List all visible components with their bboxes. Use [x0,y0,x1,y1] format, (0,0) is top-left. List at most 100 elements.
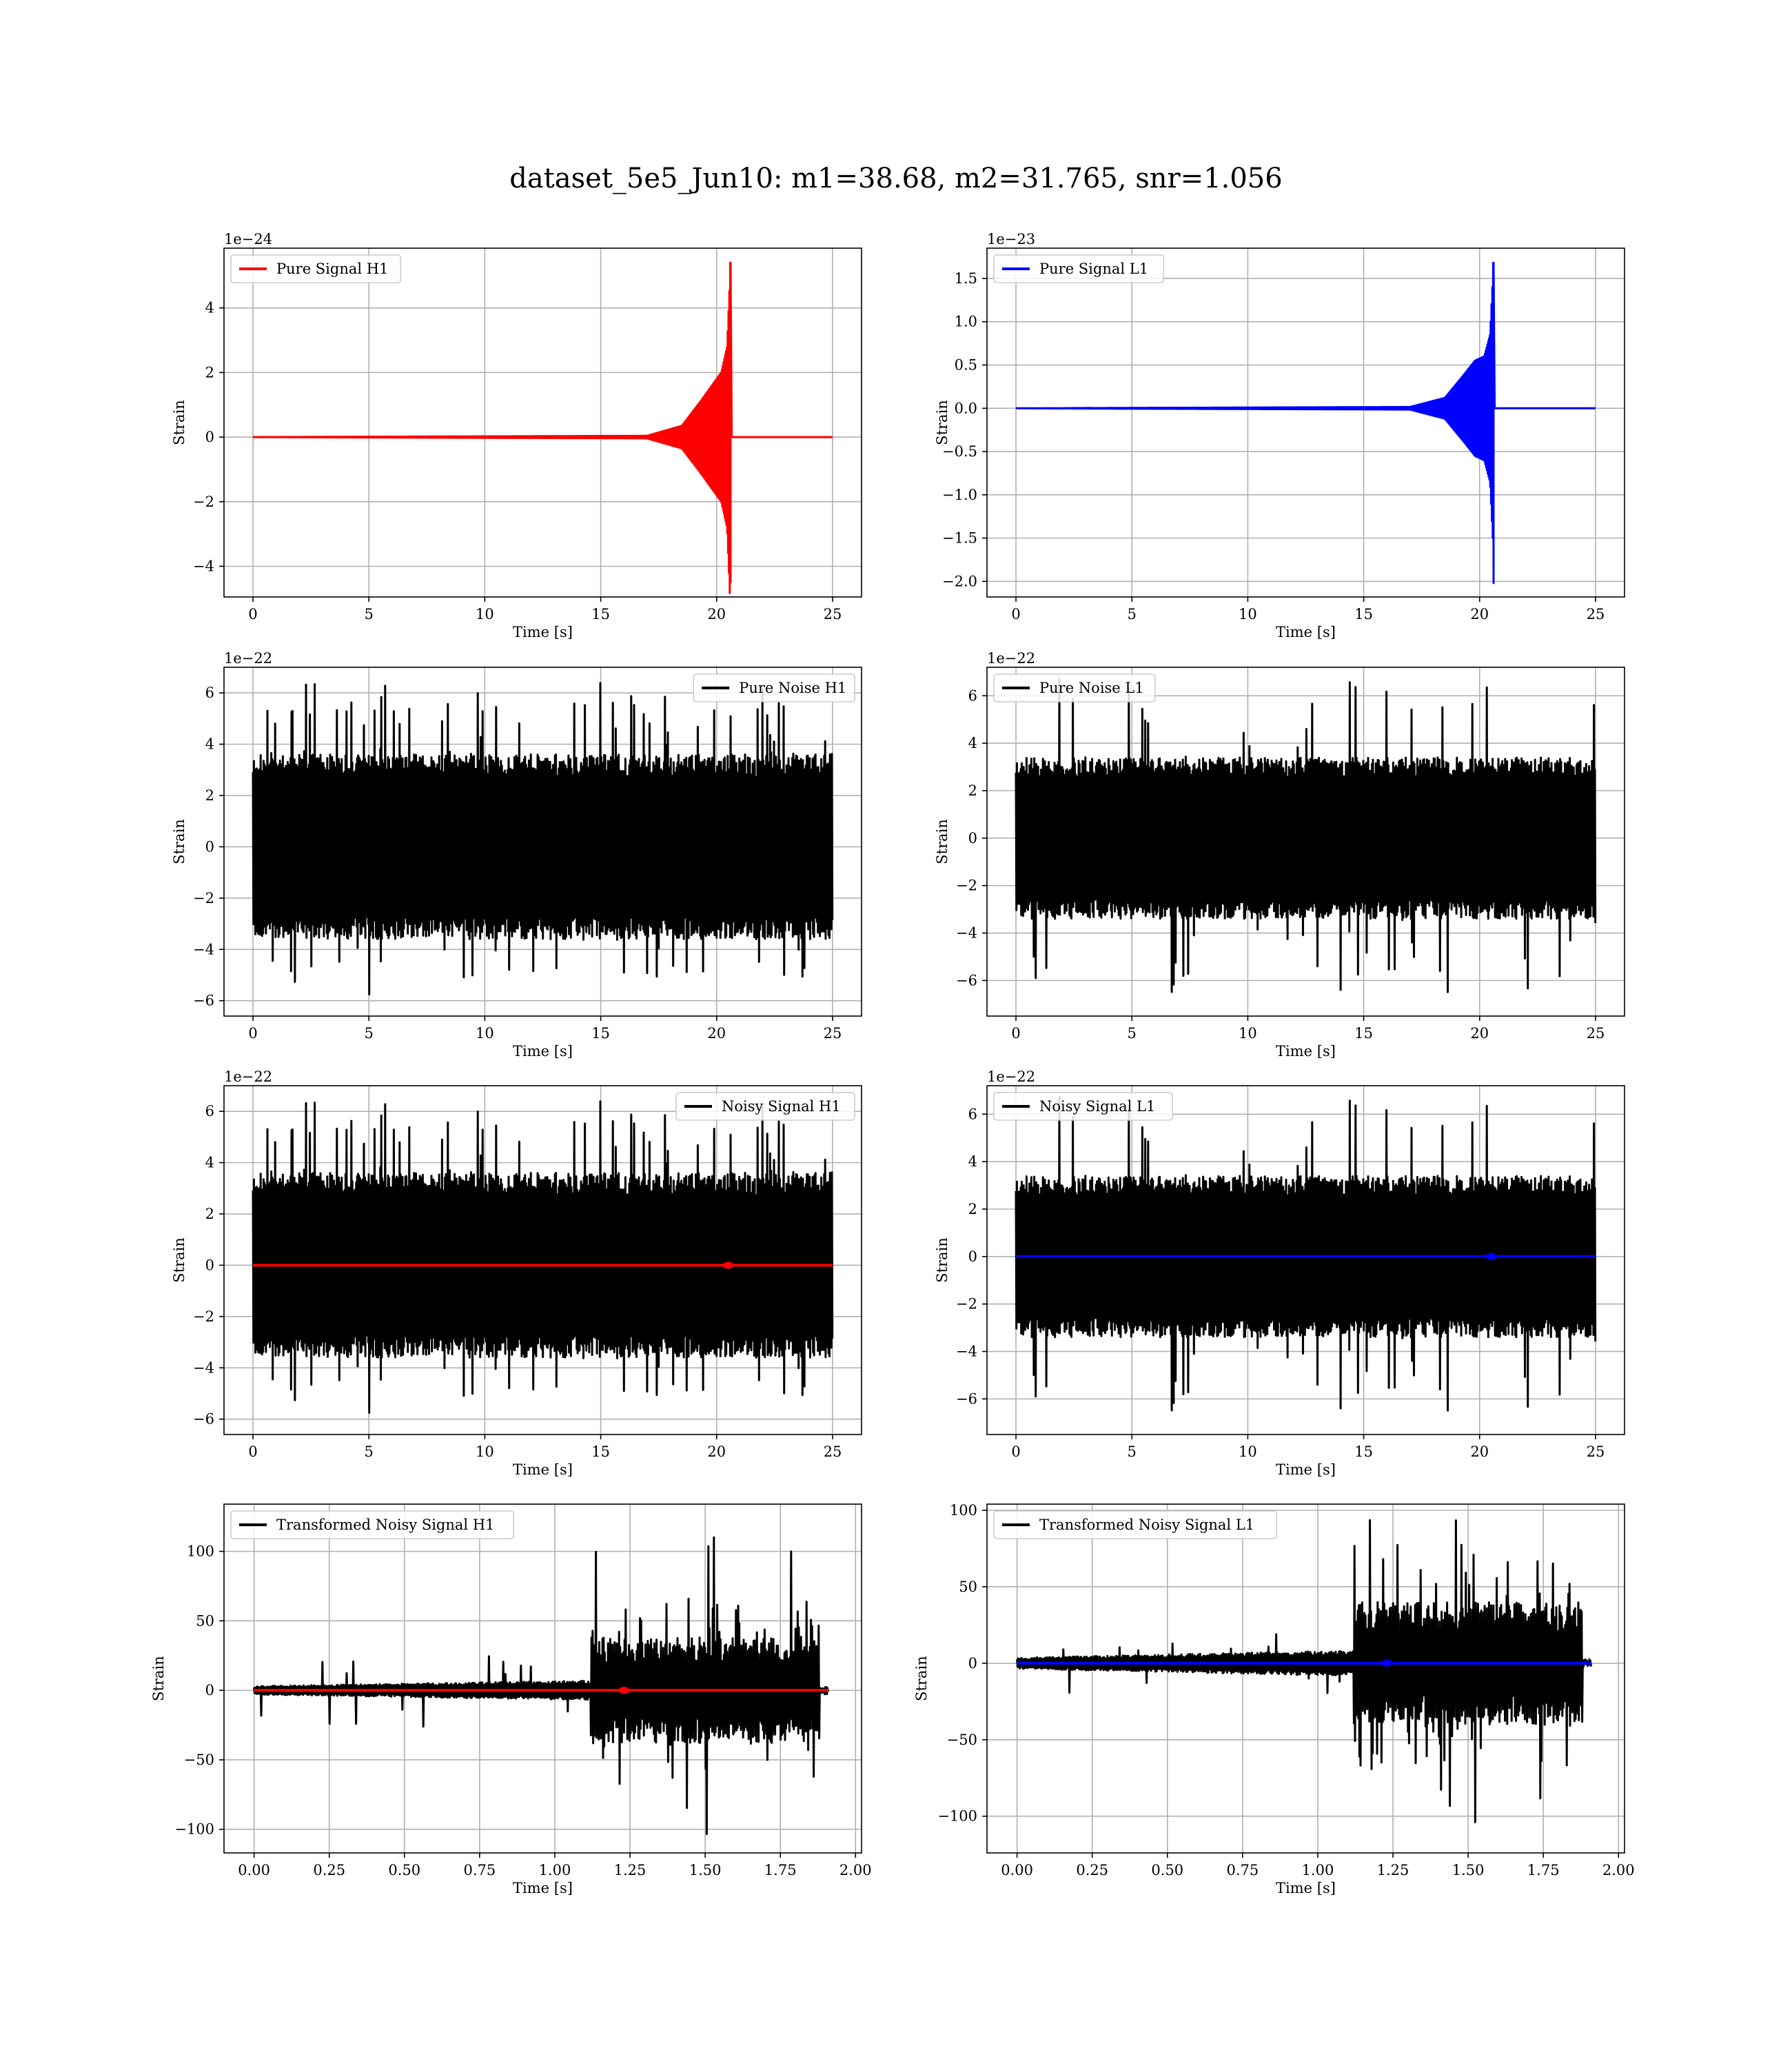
axis-offset-text: 1e−22 [987,1068,1035,1085]
x-tick-label: 1.25 [614,1862,646,1878]
x-tick-label: 25 [1587,606,1605,622]
legend: Pure Signal L1 [993,254,1165,283]
legend-box [693,673,855,702]
plot-area [1015,261,1596,585]
y-tick-label: 4 [968,1153,977,1170]
y-tick-label: 6 [205,1103,214,1119]
axes-frame [986,247,1625,598]
y-tick-label: 2 [205,364,214,381]
x-tick-label: 0.25 [1076,1862,1108,1878]
series-marker [618,1687,630,1694]
y-tick-label: 2 [205,787,214,804]
x-axis-label: Time [s] [1276,1461,1336,1478]
x-tick-label: 0.25 [313,1862,345,1878]
y-axis-label: Strain [150,1656,167,1701]
y-tick-label: −0.5 [942,443,977,460]
figure-title: dataset_5e5_Jun10: m1=38.68, m2=31.765, … [509,163,1282,194]
plot-area [252,261,833,594]
y-tick-label: −6 [193,993,214,1009]
series-line-pure-noise-h1 [252,682,834,995]
legend: Pure Noise H1 [693,673,855,702]
x-axis-label: Time [s] [1276,1043,1336,1060]
y-tick-label: 50 [959,1579,977,1595]
y-tick-label: −6 [956,1390,977,1407]
legend: Pure Noise L1 [993,673,1156,702]
axes-frame [223,667,862,1017]
subplot-noisy-signal-h1: 0 5 10 15 20 25 −6 −4 −2 0 2 4 6 Time [s] Strain 1e−22 N… [171,1068,862,1478]
y-tick-label: 4 [968,735,977,751]
x-tick-label: 1.00 [539,1862,571,1878]
legend-label: Noisy Signal L1 [1039,1098,1155,1115]
y-tick-label: −2 [193,1308,214,1325]
legend: Noisy Signal H1 [675,1092,855,1121]
x-tick-label: 10 [1239,606,1257,622]
x-tick-label: 25 [1587,1025,1605,1042]
series-line-pure-signal-h1 [252,261,833,594]
y-tick-label: 6 [968,1106,977,1122]
legend: Transformed Noisy Signal L1 [993,1510,1278,1539]
y-axis-label: Strain [934,400,950,445]
y-tick-label: −6 [956,972,977,989]
y-axis-label: Strain [934,1237,950,1283]
legend-box [675,1092,855,1121]
x-tick-label: 1.50 [689,1862,722,1878]
axes-frame [223,247,862,598]
y-tick-label: −2 [956,878,977,894]
legend: Transformed Noisy Signal H1 [230,1510,515,1539]
legend: Pure Signal H1 [230,254,402,283]
subplot-transformed-noisy-signal-h1: 0.00 0.25 0.50 0.75 1.00 1.25 1.50 1.75 2.00 −100… [150,1503,872,1896]
y-tick-label: 0 [968,1248,977,1265]
y-tick-label: 1.0 [955,314,977,330]
y-tick-label: −1.5 [942,530,977,547]
y-tick-label: 0.5 [955,357,977,374]
y-axis-label: Strain [934,819,950,864]
x-axis-label: Time [s] [513,1461,573,1478]
y-tick-label: 4 [205,736,214,753]
y-tick-label: −2 [956,1296,977,1312]
y-tick-label: −4 [193,941,214,957]
legend-label: Noisy Signal H1 [722,1098,841,1115]
y-tick-label: 6 [205,685,214,701]
plot-area [1015,1096,1597,1412]
y-tick-label: 2 [968,782,977,799]
axes-frame [223,1503,862,1854]
x-tick-label: 20 [707,1443,726,1460]
plot-area [252,682,834,995]
axis-offset-text: 1e−23 [987,231,1035,247]
x-tick-label: 15 [591,1443,610,1460]
y-tick-label: −100 [174,1821,214,1838]
y-tick-label: 0 [968,830,977,847]
x-tick-label: 25 [824,1443,842,1460]
x-tick-label: 20 [1470,1443,1489,1460]
x-tick-label: 0 [248,1025,257,1042]
y-tick-label: 4 [205,300,214,316]
axes-frame [223,1085,862,1435]
series-line-pure-noise-l1 [1015,678,1597,993]
y-tick-label: 2 [968,1201,977,1217]
x-tick-label: 15 [591,1025,610,1042]
x-axis-label: Time [s] [513,1043,573,1060]
x-tick-label: 20 [707,1025,726,1042]
subplot-pure-signal-h1: 0 5 10 15 20 25 −4 −2 0 2 4 Time [s] Strain 1e−24Pure… [171,231,862,640]
axis-offset-text: 1e−22 [224,1068,272,1085]
x-tick-label: 10 [476,606,494,622]
series-line-pure-signal-l1 [1015,261,1596,585]
x-tick-label: 25 [824,1025,842,1042]
x-axis-label: Time [s] [1276,1880,1336,1896]
axes-frame [986,667,1625,1017]
legend-label: Pure Noise L1 [1039,680,1144,696]
x-tick-label: 10 [1239,1025,1257,1042]
plot-area [252,1100,834,1414]
y-tick-label: 0 [205,1257,214,1273]
y-axis-label: Strain [171,819,187,864]
series-line-noisy-signal-l1 [1015,1096,1597,1412]
series-marker [722,1261,734,1269]
x-axis-label: Time [s] [1276,624,1336,640]
y-tick-label: −1.0 [942,487,977,503]
legend-box [993,254,1165,283]
axes-frame [986,1085,1625,1435]
series-marker [1381,1659,1393,1667]
y-tick-label: 0 [205,838,214,855]
